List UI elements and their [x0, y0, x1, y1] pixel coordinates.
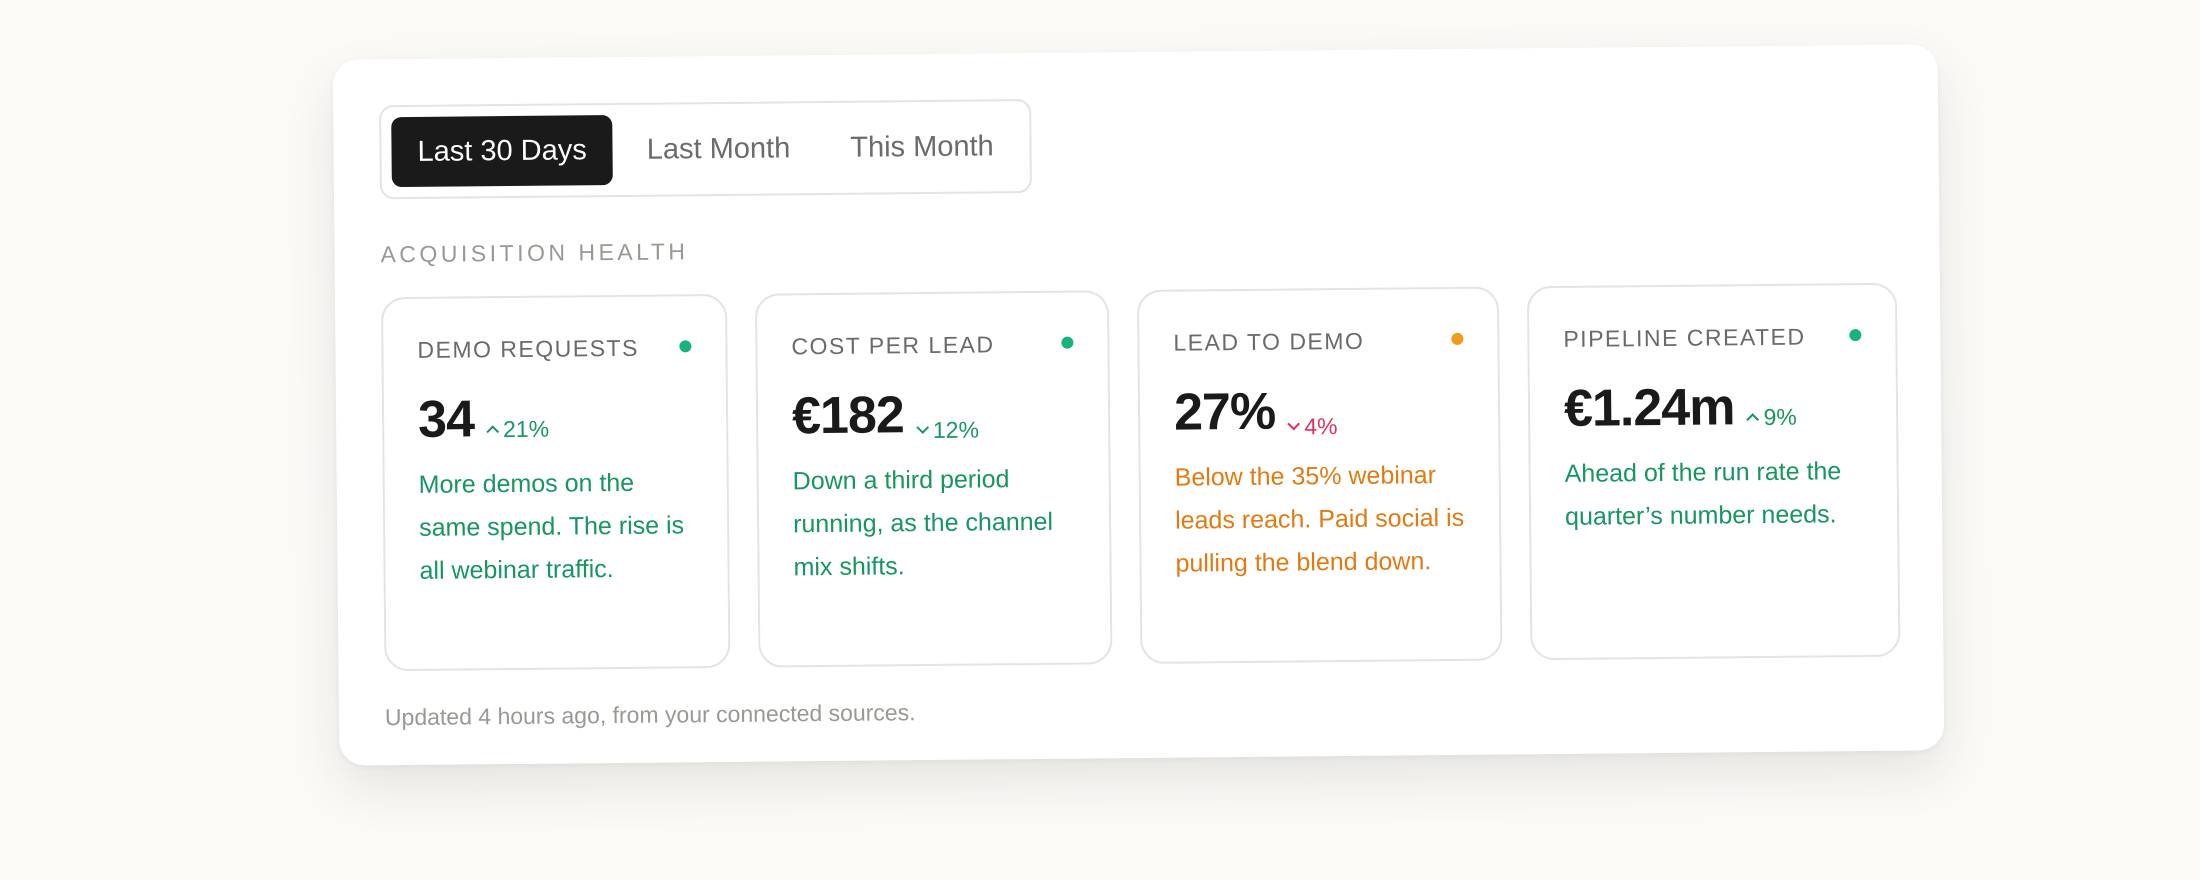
status-dot [679, 340, 692, 353]
delta-badge: 21% [486, 415, 550, 443]
status-dot [1849, 329, 1862, 342]
metric-note: Down a third period running, as the chan… [792, 465, 1054, 582]
metric-note: Below the 35% webinar leads reach. Paid … [1174, 461, 1465, 578]
card-title: PIPELINE CREATED [1563, 323, 1806, 352]
date-range-filter: Last 30 Days Last Month This Month [379, 99, 1033, 200]
card-demo-requests: DEMO REQUESTS 34 21% More demos on the s… [380, 293, 731, 672]
metric-value: €1.24m [1563, 378, 1735, 438]
card-pipeline-created: PIPELINE CREATED €1.24m 9% Ahead of the … [1526, 282, 1901, 661]
chevron-up-icon [486, 425, 499, 439]
card-lead-to-demo: LEAD TO DEMO 27% 4% Below the 35% webina… [1136, 286, 1503, 664]
status-dot [1061, 336, 1074, 349]
delta-value: 21% [502, 415, 550, 442]
status-dot [1451, 332, 1464, 345]
value-row: 34 21% [418, 387, 693, 450]
metric-note: More demos on the same spend. The rise i… [418, 468, 685, 585]
value-row: €1.24m 9% [1564, 376, 1863, 439]
card-title: COST PER LEAD [791, 331, 995, 360]
delta-value: 12% [932, 416, 980, 443]
filter-last-month[interactable]: Last Month [646, 131, 791, 166]
metric-value: 27% [1173, 382, 1276, 442]
delta-badge: 9% [1746, 403, 1797, 430]
filter-last-30-days[interactable]: Last 30 Days [391, 115, 614, 188]
delta-value: 9% [1763, 403, 1797, 430]
metric-cards: DEMO REQUESTS 34 21% More demos on the s… [380, 282, 1901, 672]
value-row: €182 12% [792, 384, 1075, 447]
delta-value: 4% [1304, 412, 1338, 439]
section-title: ACQUISITION HEALTH [380, 238, 689, 268]
filter-this-month[interactable]: This Month [850, 129, 994, 164]
card-title: DEMO REQUESTS [417, 334, 639, 363]
chevron-down-icon [916, 421, 929, 434]
chevron-down-icon [1287, 417, 1301, 431]
metric-note: Ahead of the run rate the quarter’s numb… [1564, 457, 1842, 531]
last-updated-text: Updated 4 hours ago, from your connected… [384, 699, 916, 731]
card-cost-per-lead: COST PER LEAD €182 12% Down a third peri… [754, 290, 1113, 668]
metric-value: €182 [791, 386, 905, 446]
metric-value: 34 [417, 390, 475, 449]
acquisition-panel: Last 30 Days Last Month This Month ACQUI… [332, 44, 1945, 766]
delta-badge: 4% [1287, 412, 1338, 440]
value-row: 27% 4% [1174, 380, 1465, 443]
card-title: LEAD TO DEMO [1173, 327, 1365, 356]
chevron-up-icon [1746, 413, 1760, 426]
delta-badge: 12% [916, 416, 980, 444]
